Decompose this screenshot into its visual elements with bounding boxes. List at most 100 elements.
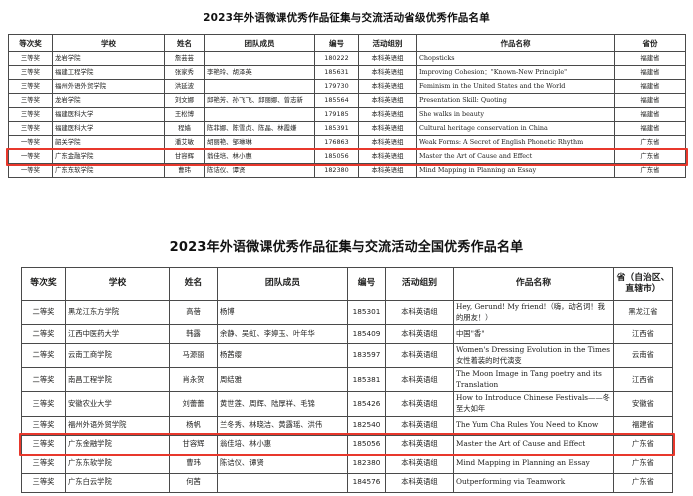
cell-code: 185381 (347, 367, 386, 393)
cell-group: 本科英语组 (358, 149, 417, 164)
cell-team (204, 51, 315, 66)
cell-school: 福建医科大学 (52, 107, 165, 122)
cell-name: 甘容辉 (164, 149, 205, 164)
column-header-school: 学校 (52, 34, 165, 52)
cell-rank: 二等奖 (21, 343, 66, 369)
cell-code: 185056 (314, 149, 359, 164)
cell-name: 韩露 (169, 324, 218, 345)
cell-team: 李艳玲、胡泽英 (204, 65, 315, 80)
document-divider (0, 216, 693, 222)
cell-name: 刘蕾蕾 (169, 391, 218, 417)
national-award-document: 2023年外语微课优秀作品征集与交流活动全国优秀作品名单 等次奖 学校 姓名 团… (0, 222, 693, 496)
cell-rank: 一等奖 (8, 135, 53, 150)
column-header-work: 作品名称 (416, 34, 615, 52)
cell-work: She walks in beauty (416, 107, 615, 122)
cell-work: The Yum Cha Rules You Need to Know (453, 415, 614, 436)
column-header-group: 活动组别 (385, 267, 454, 301)
cell-team: 兰冬秀、林晓洁、黄露瑶、洪伟 (217, 415, 348, 436)
cell-school: 福州外语外贸学院 (52, 79, 165, 94)
cell-province: 福建省 (614, 121, 686, 136)
cell-name: 何茜 (169, 472, 218, 493)
cell-team: 翁佳培、林小惠 (204, 149, 315, 164)
cell-team: 余静、吴虹、李婷玉、叶年华 (217, 324, 348, 345)
table-row: 三等奖 龙岩学院 刘文娜 邱艳芳、孙飞飞、邱丽娜、曾志新 185564 本科英语组 Pres… (8, 93, 686, 108)
cell-province: 福建省 (613, 415, 673, 436)
cell-rank: 三等奖 (21, 415, 66, 436)
cell-team: 杨博 (217, 299, 348, 326)
national-award-table: 等次奖 学校 姓名 团队成员 编号 活动组别 作品名称 省（自治区、直辖市） 二… (21, 267, 673, 493)
cell-group: 本科英语组 (358, 135, 417, 150)
cell-code: 185391 (314, 121, 359, 136)
cell-work: Feminism in the United States and the Wo… (416, 79, 615, 94)
cell-code: 179730 (314, 79, 359, 94)
cell-province: 广东省 (613, 434, 673, 455)
cell-team (217, 472, 348, 493)
cell-rank: 三等奖 (8, 93, 53, 108)
national-table-title: 2023年外语微课优秀作品征集与交流活动全国优秀作品名单 (169, 240, 524, 255)
cell-code: 185056 (347, 434, 386, 455)
table-row: 三等奖 福州外语外贸学院 杨帆 兰冬秀、林晓洁、黄露瑶、洪伟 182540 本科英语组 Th… (21, 415, 673, 436)
cell-group: 本科英语组 (385, 472, 454, 493)
cell-code: 185631 (314, 65, 359, 80)
cell-rank: 二等奖 (21, 324, 66, 345)
cell-group: 本科英语组 (358, 51, 417, 66)
cell-group: 本科英语组 (385, 434, 454, 455)
cell-team: 陈菲娜、陈雪贞、陈晶、林霞嫌 (204, 121, 315, 136)
cell-code: 185564 (314, 93, 359, 108)
cell-school: 广东金融学院 (52, 149, 165, 164)
column-header-province: 省份 (614, 34, 686, 52)
cell-province: 福建省 (614, 93, 686, 108)
cell-code: 179185 (314, 107, 359, 122)
cell-province: 福建省 (614, 65, 686, 80)
cell-work: Mind Mapping in Planning an Essay (453, 453, 614, 474)
cell-school: 安徽农业大学 (65, 391, 170, 417)
cell-group: 本科英语组 (358, 93, 417, 108)
cell-code: 185301 (347, 299, 386, 326)
cell-name: 刘文娜 (164, 93, 205, 108)
column-header-code: 编号 (314, 34, 359, 52)
cell-code: 182540 (347, 415, 386, 436)
cell-name: 曹玮 (169, 453, 218, 474)
cell-team: 黄世莲、周辉、陆厚祥、毛锦 (217, 391, 348, 417)
table-row: 三等奖 福建医科大学 程嫱 陈菲娜、陈雪贞、陈晶、林霞嫌 185391 本科英语组 Cult… (8, 121, 686, 136)
cell-team (204, 79, 315, 94)
cell-school: 南昌工程学院 (65, 367, 170, 393)
cell-name: 甘容辉 (169, 434, 218, 455)
cell-name: 詹芸芸 (164, 51, 205, 66)
cell-work: Women's Dressing Evolution in the Times … (453, 343, 614, 369)
provincial-award-table: 等次奖 学校 姓名 团队成员 编号 活动组别 作品名称 省份 三等奖 龙岩学院 詹芸… (8, 34, 686, 178)
column-header-rank: 等次奖 (21, 267, 66, 301)
cell-team: 翁佳培、林小惠 (217, 434, 348, 455)
cell-work: Cultural heritage conservation in China (416, 121, 615, 136)
cell-rank: 三等奖 (8, 51, 53, 66)
cell-school: 韶关学院 (52, 135, 165, 150)
cell-rank: 三等奖 (21, 434, 66, 455)
table-header-row: 等次奖 学校 姓名 团队成员 编号 活动组别 作品名称 省份 (8, 34, 686, 52)
cell-name: 洪延波 (164, 79, 205, 94)
table-row: 二等奖 云南工商学院 马源丽 杨茜缨 183597 本科英语组 Women's Dressi… (21, 343, 673, 369)
table-row: 二等奖 南昌工程学院 肖永贺 周结雅 185381 本科英语组 The Moon Image… (21, 367, 673, 393)
cell-group: 本科英语组 (358, 65, 417, 80)
cell-group: 本科英语组 (358, 107, 417, 122)
cell-province: 黑龙江省 (613, 299, 673, 326)
cell-code: 185426 (347, 391, 386, 417)
cell-school: 福建医科大学 (52, 121, 165, 136)
cell-team: 杨茜缨 (217, 343, 348, 369)
cell-code: 176863 (314, 135, 359, 150)
cell-rank: 一等奖 (8, 149, 53, 164)
cell-work: The Moon Image in Tang poetry and its Tr… (453, 367, 614, 393)
column-header-work: 作品名称 (453, 267, 614, 301)
table-row: 三等奖 龙岩学院 詹芸芸 180222 本科英语组 Chopsticks 福建省 (8, 51, 686, 66)
cell-code: 185409 (347, 324, 386, 345)
cell-rank: 三等奖 (8, 121, 53, 136)
cell-work: Weak Forms: A Secret of English Phonetic… (416, 135, 615, 150)
cell-name: 杨帆 (169, 415, 218, 436)
cell-name: 马源丽 (169, 343, 218, 369)
cell-school: 广东东软学院 (52, 163, 165, 178)
cell-work: How to Introduce Chinese Festivals——冬至大如… (453, 391, 614, 417)
table-row: 三等奖 安徽农业大学 刘蕾蕾 黄世莲、周辉、陆厚祥、毛锦 185426 本科英语组 How … (21, 391, 673, 417)
column-header-school: 学校 (65, 267, 170, 301)
cell-school: 云南工商学院 (65, 343, 170, 369)
cell-code: 182380 (347, 453, 386, 474)
cell-rank: 二等奖 (21, 299, 66, 326)
